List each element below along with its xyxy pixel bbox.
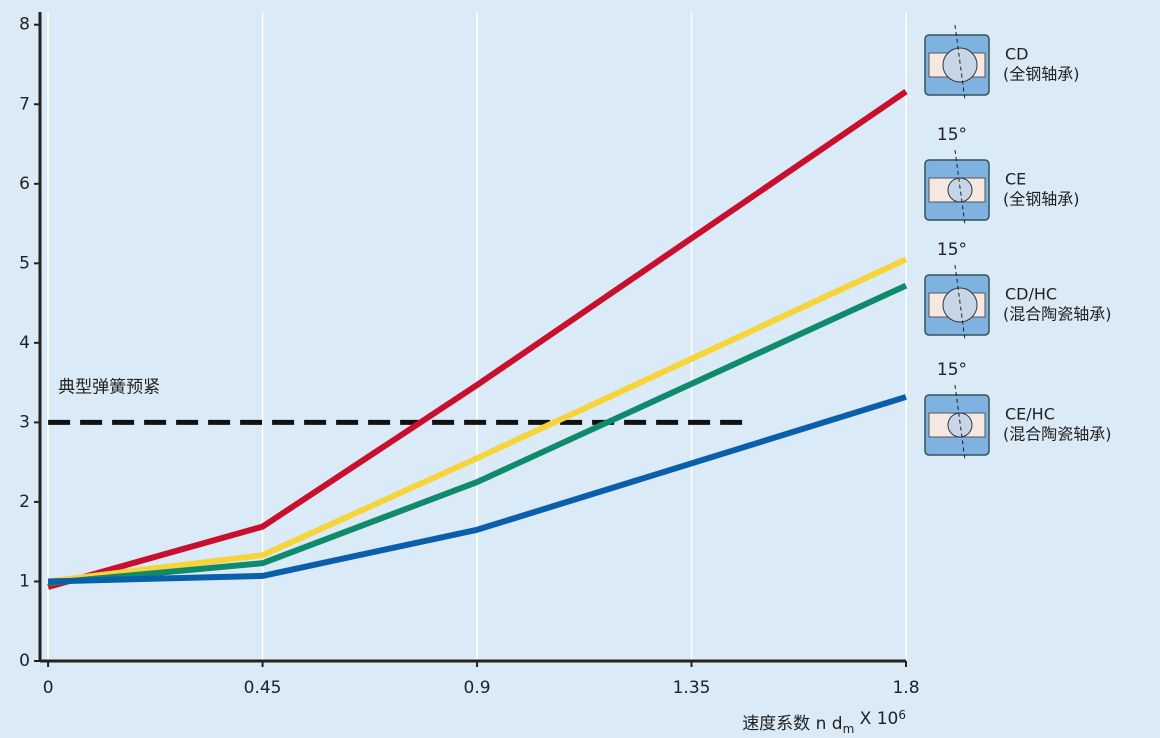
legend-description: (全钢轴承) xyxy=(1003,190,1080,209)
x-tick-label: 0.45 xyxy=(244,678,282,698)
legend-description: (混合陶瓷轴承) xyxy=(1003,425,1112,444)
series-line xyxy=(47,282,908,587)
x-tick-label: 0.9 xyxy=(464,678,491,698)
legend-name: CD/HC xyxy=(1005,285,1057,304)
legend-angle: 15° xyxy=(937,360,967,380)
x-axis-label-part: 速度系数 n d xyxy=(742,714,842,734)
legend-item: CD(全钢轴承) xyxy=(924,24,1080,101)
x-axis-label-part: X 10 xyxy=(854,709,898,729)
legend-icon-ball xyxy=(942,287,978,323)
legend-icon-axis xyxy=(954,24,966,101)
y-tick-label: 3 xyxy=(19,412,30,432)
reference-label: 典型弹簧预紧 xyxy=(58,377,160,397)
x-axis-label: 速度系数 n dm X 106 xyxy=(742,708,906,736)
legend-icon-ball xyxy=(947,412,973,438)
legend-icon-axis xyxy=(954,384,966,461)
legend-icon-axis xyxy=(954,264,966,341)
legend-item: 15° CD/HC(混合陶瓷轴承) xyxy=(924,240,1112,341)
legend-angle: 15° xyxy=(937,240,967,260)
y-tick-label: 5 xyxy=(19,253,30,273)
series-line xyxy=(47,89,908,590)
legend-name: CE xyxy=(1005,170,1026,189)
x-axis-label-part: m xyxy=(843,722,855,736)
y-tick-label: 6 xyxy=(19,174,30,194)
legend-name: CD xyxy=(1005,45,1029,64)
series-line xyxy=(47,256,908,585)
legend-description: (混合陶瓷轴承) xyxy=(1003,305,1112,324)
legend-icon-ball xyxy=(942,47,978,83)
y-tick-label: 0 xyxy=(19,651,30,671)
y-tick-label: 7 xyxy=(19,94,30,114)
series-line xyxy=(48,394,907,585)
legend-name: CE/HC xyxy=(1005,405,1055,424)
legend-icon-ball xyxy=(947,177,973,203)
legend-item: 15° CE(全钢轴承) xyxy=(924,125,1080,226)
x-tick-label: 1.35 xyxy=(673,678,711,698)
legend-item: 15° CE/HC(混合陶瓷轴承) xyxy=(924,360,1112,461)
x-tick-label: 0 xyxy=(43,678,54,698)
legend-icon-axis xyxy=(954,149,966,226)
legend-description: (全钢轴承) xyxy=(1003,65,1080,84)
y-tick-label: 2 xyxy=(19,492,30,512)
legend-angle: 15° xyxy=(937,125,967,145)
x-tick-label: 1.8 xyxy=(892,678,919,698)
y-tick-label: 8 xyxy=(19,15,30,35)
x-axis-label-part: 6 xyxy=(898,708,906,722)
y-tick-label: 1 xyxy=(19,571,30,591)
y-tick-label: 4 xyxy=(19,333,30,353)
